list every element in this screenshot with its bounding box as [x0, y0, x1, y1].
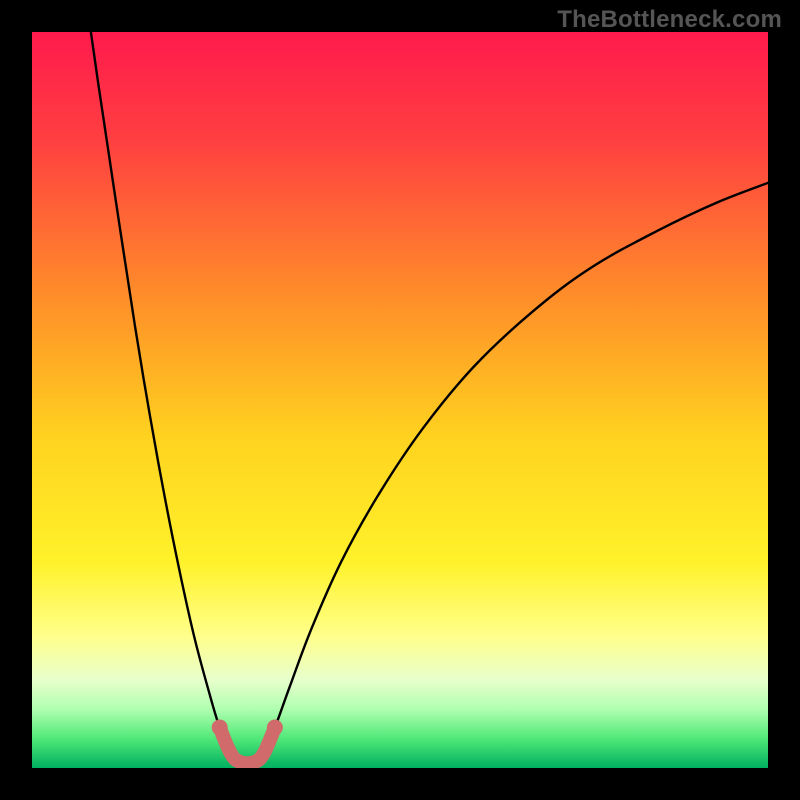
optimal-zone-endpoint: [267, 720, 283, 736]
optimal-zone-endpoint: [212, 720, 228, 736]
plot-svg: [32, 32, 768, 768]
watermark-text: TheBottleneck.com: [557, 6, 782, 34]
plot-area: [32, 32, 768, 768]
plot-background: [32, 32, 768, 768]
chart-frame: TheBottleneck.com: [0, 0, 800, 800]
